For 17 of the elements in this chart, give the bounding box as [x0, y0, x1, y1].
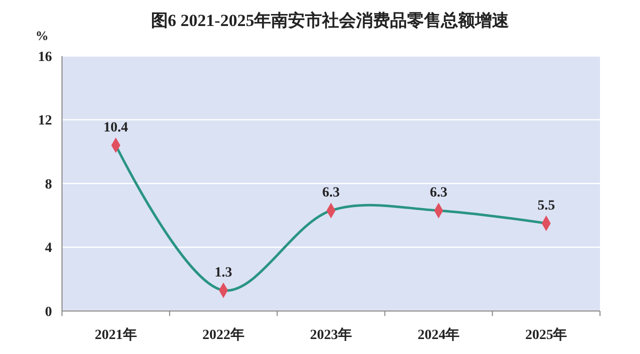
y-tick-label: 8 [45, 177, 52, 192]
x-tick-label: 2025年 [525, 327, 568, 343]
y-tick-label: 4 [45, 241, 52, 256]
data-label: 5.5 [537, 198, 555, 214]
y-tick-label: 12 [38, 114, 52, 129]
y-axis-title: % [36, 28, 48, 43]
x-tick-label: 2023年 [310, 327, 352, 343]
data-label: 10.4 [104, 120, 128, 136]
x-tick-label: 2022年 [202, 327, 244, 343]
data-label: 1.3 [214, 265, 232, 280]
data-label: 6.3 [430, 186, 448, 201]
data-label: 6.3 [322, 186, 340, 201]
y-tick-label: 0 [45, 304, 52, 320]
x-tick-label: 2021年 [94, 327, 137, 343]
chart-title: 图6 2021-2025年南安市社会消费品零售总额增速 [150, 11, 510, 30]
y-tick-label: 16 [38, 50, 52, 65]
x-tick-label: 2024年 [418, 327, 460, 343]
